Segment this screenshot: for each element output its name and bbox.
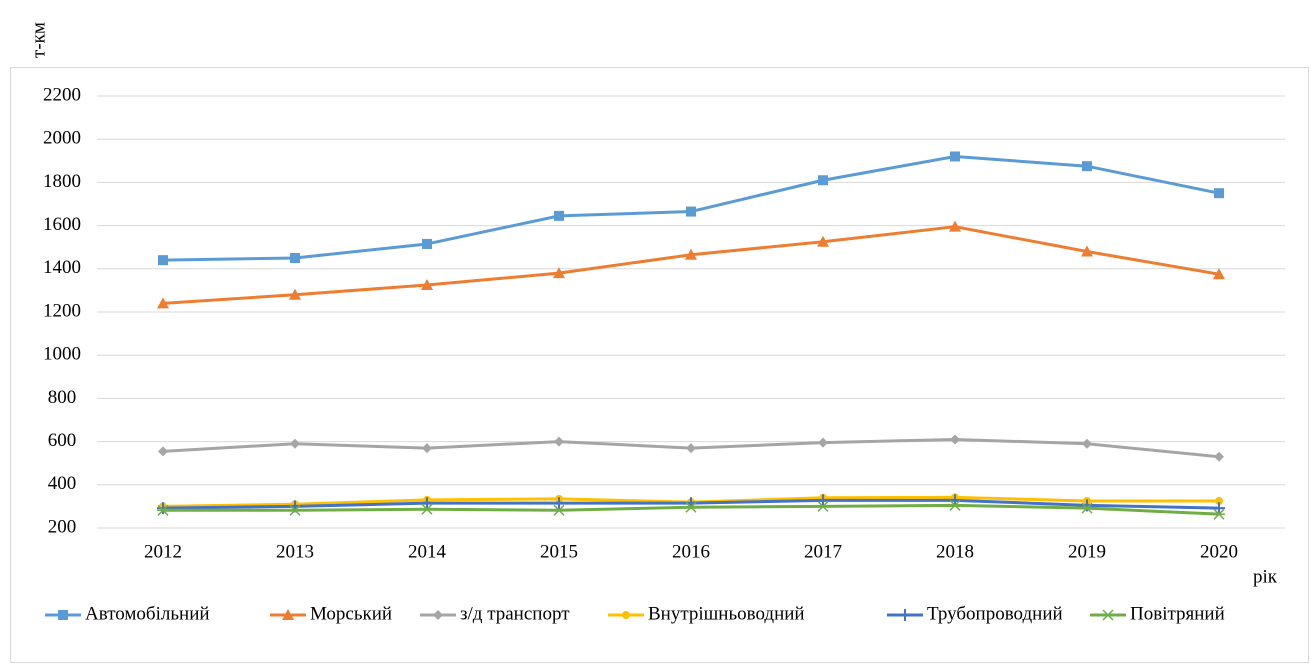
marker: [949, 499, 961, 511]
series-line: [162, 225, 1220, 305]
y-tick-label: 1600: [43, 214, 81, 235]
marker: [1215, 497, 1223, 505]
marker: [553, 497, 565, 510]
marker: [553, 504, 565, 516]
marker: [622, 611, 630, 619]
marker: [1213, 508, 1225, 520]
marker: [282, 609, 294, 620]
marker: [1214, 188, 1224, 199]
y-tick-label: 1200: [43, 300, 81, 321]
marker: [817, 500, 829, 512]
marker: [158, 446, 168, 457]
marker: [686, 443, 696, 454]
marker: [949, 220, 961, 232]
x-tick-label: 2013: [276, 541, 314, 562]
legend-label: Внутрішньоводний: [648, 603, 805, 624]
y-axis-title: т-км: [28, 22, 49, 58]
marker: [422, 238, 432, 249]
marker: [157, 504, 169, 516]
marker: [158, 255, 168, 266]
marker: [289, 288, 301, 300]
legend-label: Автомобільний: [85, 603, 210, 624]
marker: [685, 248, 697, 260]
marker: [1213, 502, 1225, 515]
marker: [818, 175, 828, 186]
x-tick-label: 2016: [672, 541, 710, 562]
marker: [950, 151, 960, 162]
marker: [899, 609, 911, 621]
y-tick-label: 400: [48, 473, 77, 494]
x-tick-label: 2014: [408, 541, 447, 562]
marker: [686, 206, 696, 217]
y-tick-label: 600: [48, 430, 77, 451]
x-axis-title: рік: [1253, 566, 1278, 587]
legend-label: Морський: [310, 603, 392, 624]
y-tick-label: 1800: [43, 171, 81, 192]
legend-label: Трубопроводний: [927, 603, 1063, 624]
x-tick-label: 2012: [144, 541, 182, 562]
marker: [58, 610, 68, 620]
marker: [554, 436, 564, 447]
marker: [290, 253, 300, 263]
y-tick-label: 2000: [43, 128, 81, 149]
x-tick-label: 2018: [936, 541, 974, 562]
y-tick-label: 200: [48, 516, 77, 537]
marker: [421, 503, 433, 515]
marker: [1082, 438, 1092, 449]
legend-label: Повітряний: [1130, 603, 1225, 624]
marker: [1213, 268, 1225, 280]
marker: [1214, 451, 1224, 462]
marker: [950, 434, 960, 445]
marker: [685, 501, 697, 513]
x-tick-label: 2015: [540, 541, 578, 562]
legend-label: з/д транспорт: [460, 603, 570, 624]
marker: [421, 497, 433, 510]
marker: [433, 610, 443, 620]
marker: [554, 210, 564, 221]
x-tick-label: 2019: [1068, 541, 1106, 562]
marker: [1082, 161, 1092, 172]
marker: [157, 502, 169, 515]
x-tick-label: 2017: [804, 541, 842, 562]
y-tick-label: 800: [48, 387, 77, 408]
y-tick-label: 1400: [43, 257, 81, 278]
marker: [290, 438, 300, 449]
chart-border: [10, 67, 1309, 663]
marker: [421, 279, 433, 290]
marker: [817, 494, 829, 507]
marker: [1081, 245, 1093, 257]
marker: [157, 297, 169, 309]
marker: [1081, 502, 1093, 514]
marker: [1102, 609, 1114, 621]
marker: [818, 437, 828, 448]
y-tick-label: 2200: [43, 84, 81, 105]
marker: [817, 235, 829, 247]
marker: [553, 267, 565, 279]
y-tick-label: 1000: [43, 344, 81, 365]
marker: [422, 443, 432, 454]
marker: [289, 504, 301, 516]
x-tick-label: 2020: [1200, 541, 1238, 562]
